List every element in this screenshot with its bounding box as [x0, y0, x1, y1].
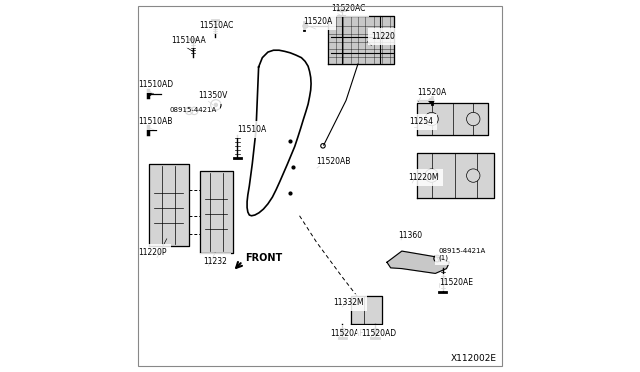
Polygon shape: [149, 164, 189, 246]
Text: 11510AC: 11510AC: [199, 21, 234, 30]
Circle shape: [214, 103, 218, 107]
Polygon shape: [351, 296, 383, 324]
Text: 11510AB: 11510AB: [138, 118, 173, 126]
Text: 11332M: 11332M: [333, 298, 364, 307]
Polygon shape: [200, 171, 232, 253]
Circle shape: [425, 112, 438, 126]
Text: 11220: 11220: [371, 32, 396, 41]
Circle shape: [303, 23, 308, 29]
Polygon shape: [417, 153, 494, 198]
Text: 11360: 11360: [398, 231, 422, 240]
Circle shape: [302, 24, 307, 28]
Circle shape: [147, 92, 152, 96]
Text: 08915-4421A: 08915-4421A: [170, 108, 216, 113]
Circle shape: [428, 98, 433, 103]
Text: 11520AC: 11520AC: [331, 4, 365, 13]
Text: 11232: 11232: [203, 257, 227, 266]
Text: 11350V: 11350V: [198, 92, 227, 100]
Text: 11220M: 11220M: [408, 173, 439, 182]
Polygon shape: [387, 251, 449, 273]
Text: X112002E: X112002E: [451, 354, 497, 363]
Circle shape: [467, 169, 480, 182]
Text: 11510AA: 11510AA: [172, 36, 206, 45]
Text: 11254: 11254: [410, 118, 433, 126]
Text: FRONT: FRONT: [245, 253, 282, 263]
Text: 11520AB: 11520AB: [316, 157, 351, 166]
Text: 11520AD: 11520AD: [361, 329, 396, 338]
Text: 11520A: 11520A: [303, 17, 333, 26]
Polygon shape: [328, 16, 394, 64]
Text: 11520A: 11520A: [417, 88, 446, 97]
Text: 08915-4421A
(1): 08915-4421A (1): [438, 248, 486, 261]
Circle shape: [339, 8, 344, 13]
Text: 11520AE: 11520AE: [439, 278, 473, 287]
Circle shape: [467, 112, 480, 126]
Circle shape: [430, 98, 435, 103]
Circle shape: [425, 169, 438, 182]
Text: 11510A: 11510A: [237, 125, 267, 134]
Text: 11510AD: 11510AD: [138, 80, 173, 89]
Text: 11220P: 11220P: [138, 248, 167, 257]
Text: 11520AF: 11520AF: [330, 329, 364, 338]
Polygon shape: [417, 103, 488, 135]
